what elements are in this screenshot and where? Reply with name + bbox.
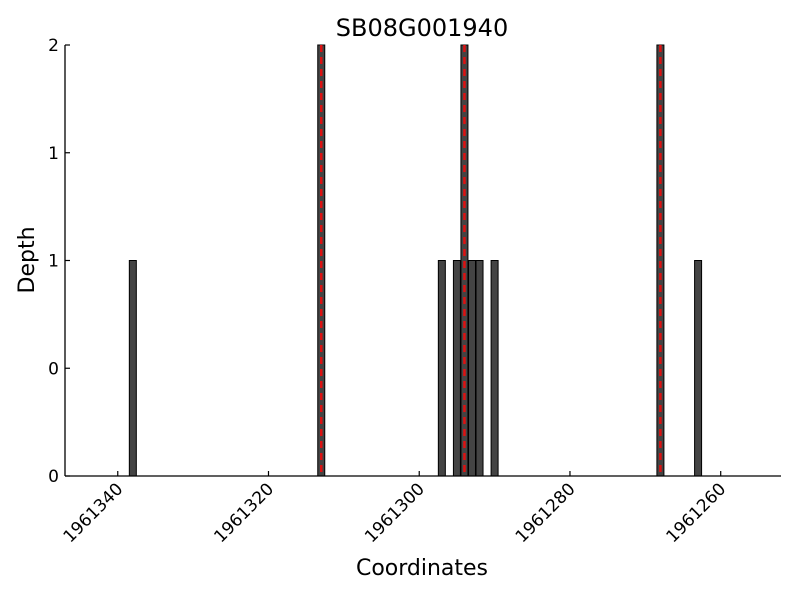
x-axis-title: Coordinates (356, 556, 488, 581)
depth-bar-6 (475, 260, 484, 477)
chart-title: SB08G001940 (336, 14, 508, 42)
depth-bar-3 (452, 260, 461, 477)
depth-bar-7 (490, 260, 499, 477)
x-tick-label-2: 1961300 (361, 479, 429, 547)
y-tick-label-1: 0 (48, 359, 59, 379)
x-tick-label-4: 1961260 (663, 479, 731, 547)
y-tick-label-4: 2 (48, 36, 59, 56)
depth-bar-5 (467, 260, 476, 477)
y-tick-label-2: 1 (48, 252, 59, 272)
y-tick-label-0: 0 (48, 467, 59, 487)
y-tick-label-3: 1 (48, 144, 59, 164)
bars-layer (128, 44, 703, 477)
x-tick-label-1: 1961320 (210, 479, 278, 547)
y-axis-title: Depth (15, 226, 40, 293)
depth-bar-0 (128, 260, 137, 477)
x-tick-label-3: 1961280 (512, 479, 580, 547)
depth-bar-9 (694, 260, 703, 477)
x-tick-label-0: 1961340 (60, 479, 128, 547)
ticks-layer: 0 0 1 1 2 1961340 1961320 1961300 1961280 1961260 (48, 36, 730, 547)
depth-bar-2 (437, 260, 446, 477)
axes-layer (64, 45, 781, 477)
